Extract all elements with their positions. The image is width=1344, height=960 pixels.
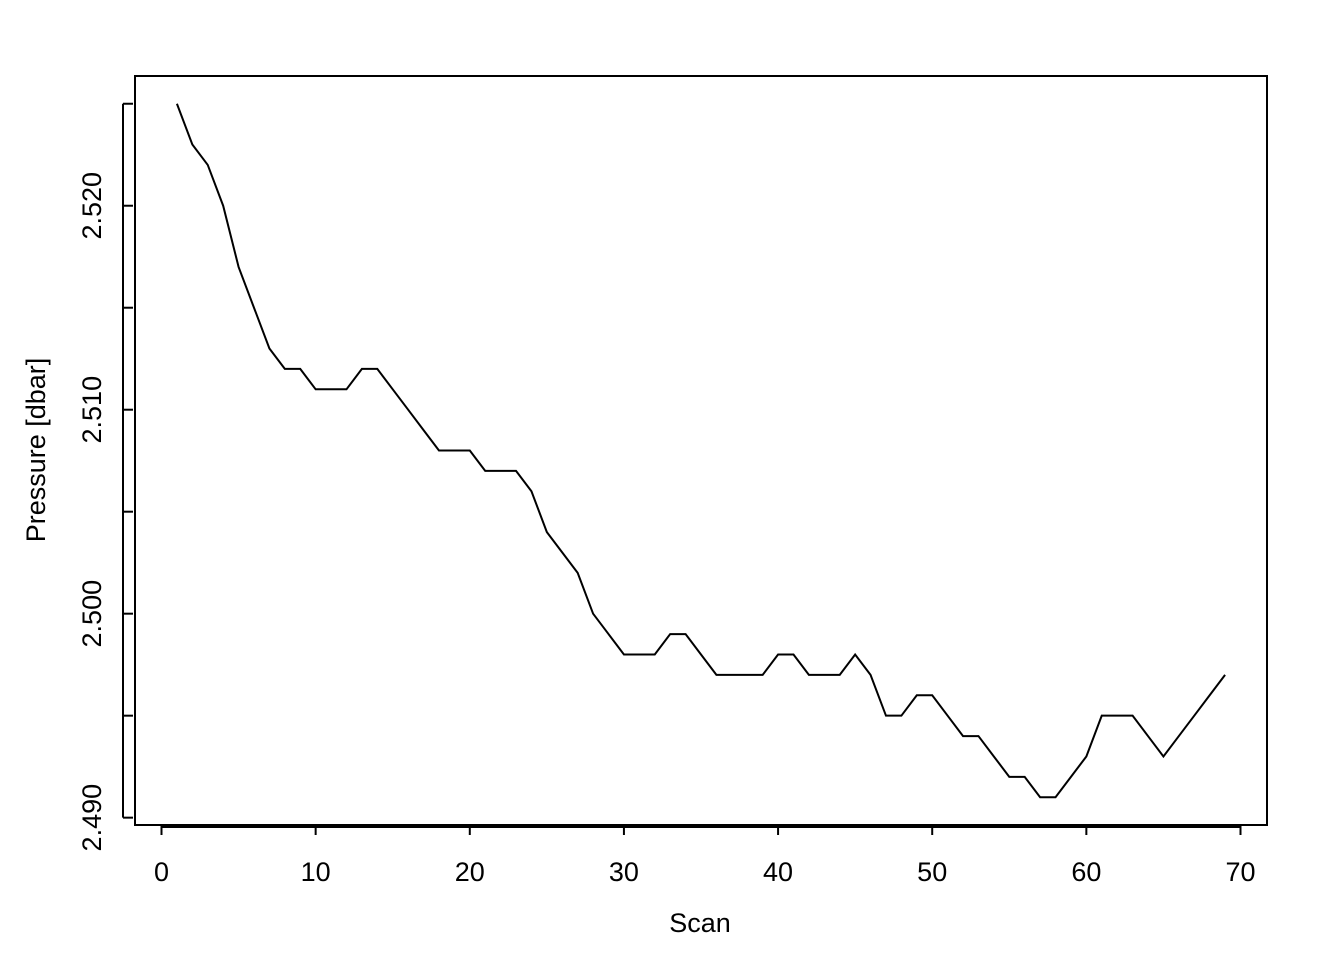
plot-frame <box>134 75 1268 826</box>
x-tick-label: 20 <box>455 857 485 887</box>
y-tick-label: 2.500 <box>77 580 107 648</box>
x-tick-label: 40 <box>763 857 793 887</box>
x-axis-label: Scan <box>669 908 731 938</box>
y-tick-label: 2.520 <box>77 172 107 240</box>
x-tick-label: 30 <box>609 857 639 887</box>
y-tick-label: 2.490 <box>77 784 107 852</box>
y-axis-label: Pressure [dbar] <box>21 358 51 543</box>
x-tick-label: 0 <box>154 857 169 887</box>
x-tick-label: 50 <box>917 857 947 887</box>
data-line <box>175 103 1226 799</box>
y-tick-label: 2.510 <box>77 376 107 444</box>
x-tick-label: 10 <box>301 857 331 887</box>
x-tick-label: 60 <box>1071 857 1101 887</box>
x-tick-label: 70 <box>1225 857 1255 887</box>
